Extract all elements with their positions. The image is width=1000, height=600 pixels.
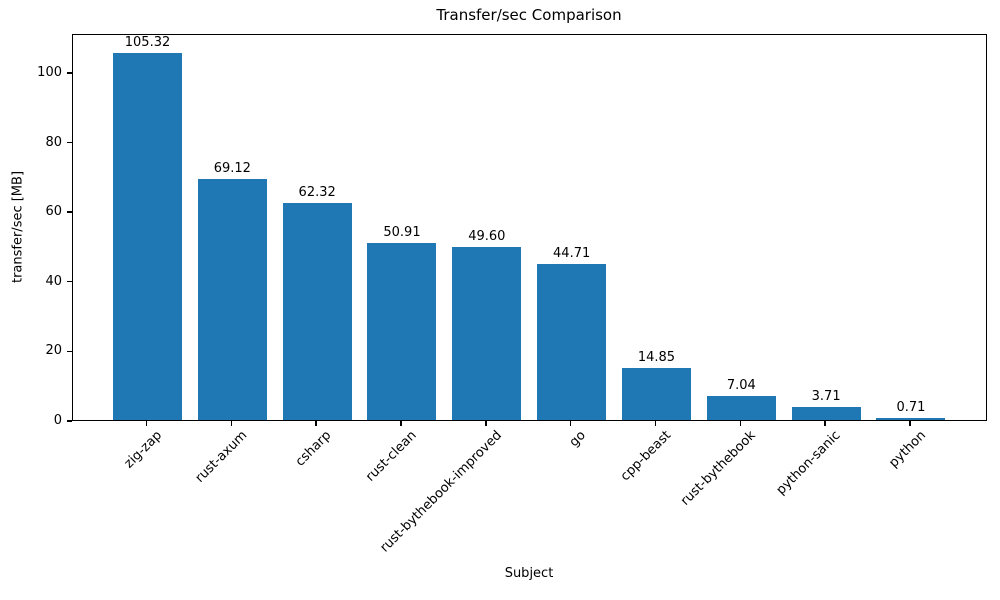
x-tick [485, 421, 487, 426]
y-tick [67, 420, 72, 422]
x-tick-label-zig-zap: zig-zap [121, 428, 166, 472]
y-tick [67, 141, 72, 144]
x-tick [909, 421, 911, 426]
bar-rust-bythebook-improved [452, 247, 522, 420]
x-tick [569, 421, 572, 426]
y-tick-label: 20 [45, 343, 62, 359]
bar-go [537, 264, 607, 420]
y-tick-label: 0 [53, 413, 62, 428]
bar-value-label: 69.12 [213, 161, 251, 177]
x-axis-title: Subject [504, 566, 554, 581]
bar-value-label: 50.91 [383, 224, 421, 240]
x-tick [739, 421, 741, 426]
bar-value-label: 0.71 [896, 399, 926, 415]
x-tick-label-cpp-beast: cpp-beast [617, 428, 675, 485]
y-tick [67, 211, 72, 213]
bar-zig-zap [113, 53, 182, 420]
x-tick-label-python-sanic: python-sanic [773, 428, 844, 498]
x-tick [824, 421, 826, 426]
x-tick [654, 421, 657, 426]
bar-rust-clean [367, 242, 437, 420]
x-tick [230, 421, 233, 426]
y-tick-label: 100 [37, 64, 62, 80]
y-tick-label: 60 [45, 204, 62, 220]
y-tick-label: 80 [45, 134, 62, 150]
bar-csharp [282, 203, 352, 420]
y-tick [67, 350, 72, 353]
bar-value-label: 14.85 [637, 350, 676, 366]
bar-value-label: 7.04 [726, 377, 756, 393]
bar-rust-axum [197, 179, 267, 420]
y-tick [67, 281, 72, 283]
x-tick [315, 421, 317, 426]
x-tick-label-rust-bythebook: rust-bythebook [678, 428, 759, 509]
bar-value-label: 44.71 [553, 246, 591, 262]
x-tick-label-rust-axum: rust-axum [192, 428, 250, 486]
bar-value-label: 62.32 [298, 185, 336, 201]
bar-rust-bythebook [706, 395, 776, 420]
x-tick-label-csharp: csharp [293, 428, 335, 470]
bar-value-label: 3.71 [811, 389, 841, 405]
y-tick [67, 72, 72, 74]
bar-python [876, 417, 946, 420]
bar-python-sanic [791, 407, 861, 420]
bar-cpp-beast [621, 368, 691, 420]
bar-value-label: 105.32 [124, 35, 171, 51]
plot-area: 105.32 69.12 62.32 50.91 49.60 44.71 14.85 7.04… [72, 34, 987, 421]
x-tick-label-go: go [567, 428, 590, 451]
x-tick [145, 421, 148, 426]
y-axis-title: transfer/sec [MB] [10, 170, 26, 284]
x-tick [400, 421, 402, 426]
chart-title: Transfer/sec Comparison [436, 6, 622, 24]
y-tick-label: 40 [45, 273, 62, 289]
x-tick-label-rust-clean: rust-clean [362, 428, 420, 485]
x-tick-label-python: python [885, 428, 929, 471]
bar-value-label: 49.60 [468, 229, 506, 245]
